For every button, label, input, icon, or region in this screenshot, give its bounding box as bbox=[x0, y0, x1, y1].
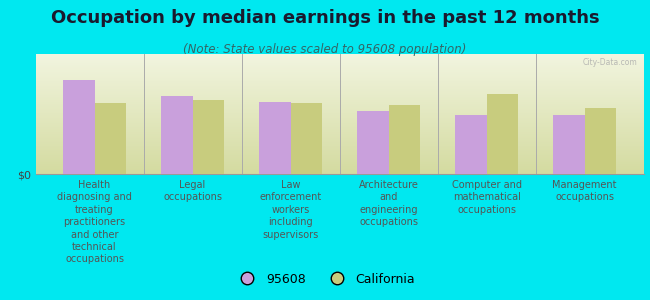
Bar bbox=[487, 94, 518, 174]
Bar bbox=[192, 100, 224, 174]
Text: (Note: State values scaled to 95608 population): (Note: State values scaled to 95608 popu… bbox=[183, 44, 467, 56]
Text: Architecture
and
engineering
occupations: Architecture and engineering occupations bbox=[359, 180, 419, 227]
Text: Management
occupations: Management occupations bbox=[552, 180, 617, 203]
Text: Occupation by median earnings in the past 12 months: Occupation by median earnings in the pas… bbox=[51, 9, 599, 27]
Bar bbox=[358, 111, 389, 174]
Bar bbox=[389, 105, 420, 174]
Bar bbox=[63, 80, 94, 174]
Bar bbox=[94, 103, 126, 174]
Legend: 95608, California: 95608, California bbox=[229, 268, 421, 291]
Bar bbox=[259, 102, 291, 174]
Bar bbox=[455, 115, 487, 174]
Bar bbox=[585, 108, 616, 174]
Text: Law
enforcement
workers
including
supervisors: Law enforcement workers including superv… bbox=[259, 180, 322, 240]
Text: Health
diagnosing and
treating
practitioners
and other
technical
occupations: Health diagnosing and treating practitio… bbox=[57, 180, 132, 264]
Bar bbox=[553, 115, 585, 174]
Bar bbox=[291, 103, 322, 174]
Text: City-Data.com: City-Data.com bbox=[582, 58, 638, 67]
Text: Computer and
mathematical
occupations: Computer and mathematical occupations bbox=[452, 180, 522, 215]
Bar bbox=[161, 96, 192, 174]
Text: Legal
occupations: Legal occupations bbox=[163, 180, 222, 203]
